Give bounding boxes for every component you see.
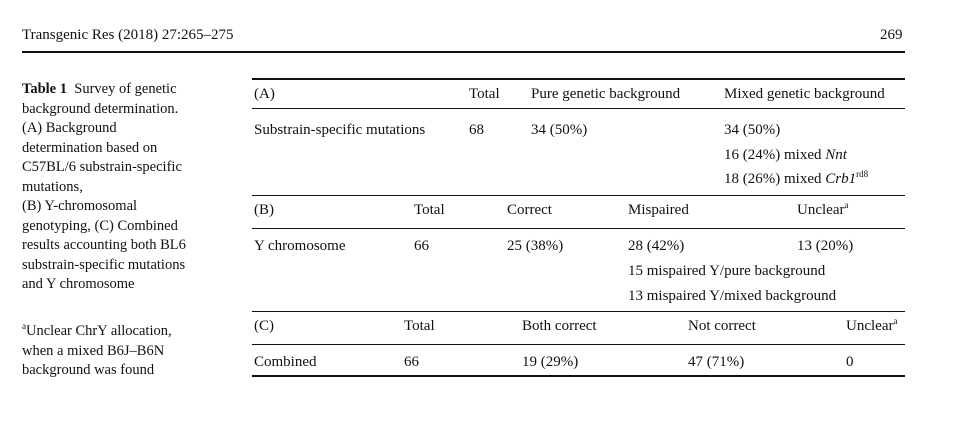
section-a-mixed-nnt: 16 (24%) mixed Nnt bbox=[724, 147, 847, 164]
caption-line: substrain-specific mutations bbox=[22, 256, 186, 273]
caption-line: Survey of genetic bbox=[74, 81, 177, 97]
caption-line: C57BL/6 substrain-specific bbox=[22, 159, 182, 175]
section-c-unclear: 0 bbox=[846, 354, 854, 370]
section-b-correct: 25 (38%) bbox=[507, 238, 564, 254]
gene-nnt: Nnt bbox=[825, 147, 847, 163]
section-c-header-total: Total bbox=[404, 318, 435, 334]
caption-line: results accounting both BL6 bbox=[22, 237, 186, 253]
footnote-marker: a bbox=[893, 316, 898, 326]
section-c-header-unclear: Uncleara bbox=[846, 316, 898, 335]
section-b-mispaired-mixed: 13 mispaired Y/mixed background bbox=[628, 288, 837, 304]
table-footnote: aUnclear ChrY allocation, when a mixed B… bbox=[22, 322, 237, 381]
footnote-line: background was found bbox=[22, 362, 155, 378]
section-c-top-rule bbox=[252, 311, 905, 312]
section-b-header-unclear: Uncleara bbox=[797, 200, 849, 219]
section-c-header-not-correct: Not correct bbox=[688, 318, 756, 334]
section-b-header-rule bbox=[252, 228, 905, 229]
footnote-marker: a bbox=[844, 200, 849, 210]
mixed-crb-text: 18 (26%) mixed bbox=[724, 171, 826, 187]
section-c-not-correct: 47 (71%) bbox=[688, 354, 745, 370]
section-b-unclear: 13 (20%) bbox=[797, 238, 854, 254]
section-b-header-mispaired: Mispaired bbox=[628, 202, 689, 218]
section-a-header-label: (A) bbox=[254, 86, 275, 102]
section-a-header-mixed: Mixed genetic background bbox=[724, 86, 885, 102]
footnote-marker: a bbox=[22, 321, 26, 332]
unclear-text: Unclear bbox=[797, 202, 845, 218]
table-rule-bottom bbox=[252, 375, 905, 377]
section-b-header-total: Total bbox=[414, 202, 445, 218]
table-label: Table 1 bbox=[22, 81, 67, 97]
header-rule bbox=[22, 51, 905, 53]
unclear-text: Unclear bbox=[846, 318, 894, 334]
table-rule-top bbox=[252, 78, 905, 80]
section-c-row-label: Combined bbox=[254, 354, 317, 370]
caption-line: (B) Y-chromosomal bbox=[22, 198, 138, 214]
table-caption: Table 1 Survey of genetic background det… bbox=[22, 80, 232, 295]
journal-citation: Transgenic Res (2018) 27:265–275 bbox=[22, 27, 234, 43]
section-a-header-pure: Pure genetic background bbox=[531, 86, 681, 102]
section-c-both-correct: 19 (29%) bbox=[522, 354, 579, 370]
section-a-mixed: 34 (50%) bbox=[724, 122, 781, 138]
section-b-row-label: Y chromosome bbox=[254, 238, 346, 254]
section-b-mispaired: 28 (42%) bbox=[628, 238, 685, 254]
mixed-nnt-text: 16 (24%) mixed bbox=[724, 147, 826, 163]
footnote-line: Unclear ChrY allocation, bbox=[26, 323, 172, 339]
section-c-header-label: (C) bbox=[254, 318, 274, 334]
caption-line: genotyping, (C) Combined bbox=[22, 217, 178, 234]
section-b-mispaired-pure: 15 mispaired Y/pure background bbox=[628, 263, 826, 279]
caption-line: (A) Background bbox=[22, 120, 117, 136]
caption-line: and Y chromosome bbox=[22, 276, 135, 292]
caption-line: determination based on bbox=[22, 139, 158, 156]
caption-line: mutations, bbox=[22, 178, 83, 195]
gene-crb1: Crb1 bbox=[825, 171, 857, 187]
page-number: 269 bbox=[880, 27, 903, 43]
footnote-line: when a mixed B6J–B6N bbox=[22, 342, 165, 359]
section-c-total: 66 bbox=[404, 354, 419, 370]
section-a-pure: 34 (50%) bbox=[531, 122, 588, 138]
section-b-total: 66 bbox=[414, 238, 429, 254]
section-b-header-label: (B) bbox=[254, 202, 274, 218]
caption-line: background determination. bbox=[22, 100, 179, 117]
section-a-header-total: Total bbox=[469, 86, 500, 102]
crb1-allele-sup: rd8 bbox=[856, 169, 869, 179]
section-c-header-rule bbox=[252, 344, 905, 345]
section-b-header-correct: Correct bbox=[507, 202, 552, 218]
section-b-top-rule bbox=[252, 195, 905, 196]
section-a-header-rule bbox=[252, 108, 905, 109]
section-a-total: 68 bbox=[469, 122, 484, 138]
section-a-row-label: Substrain-specific mutations bbox=[254, 122, 426, 138]
section-a-mixed-crb1: 18 (26%) mixed Crb1rd8 bbox=[724, 169, 869, 188]
section-c-header-both-correct: Both correct bbox=[522, 318, 597, 334]
